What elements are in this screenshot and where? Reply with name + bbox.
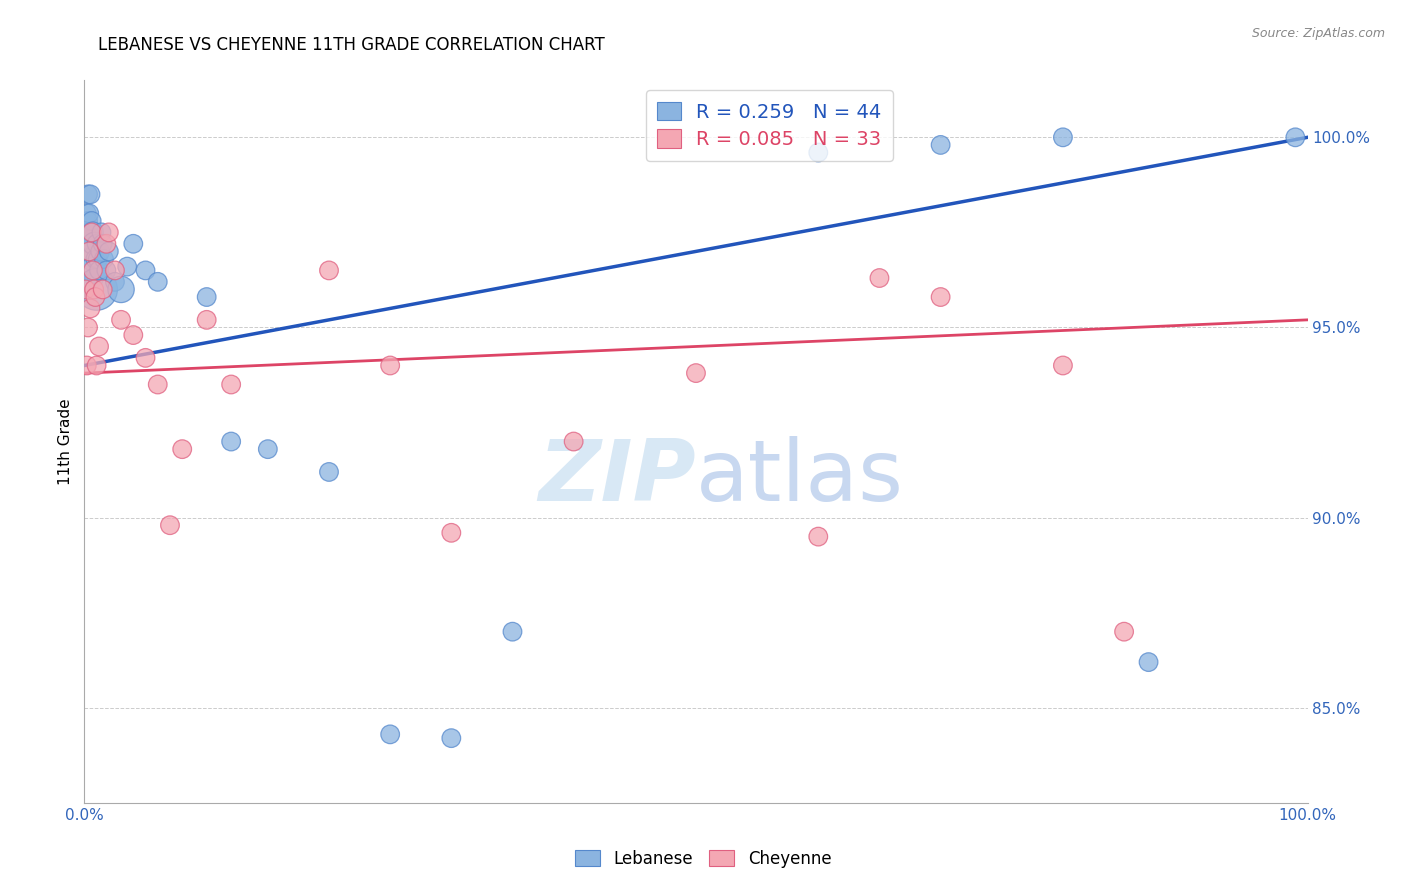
Point bbox=[79, 236, 101, 251]
Point bbox=[807, 530, 830, 544]
Point bbox=[82, 263, 104, 277]
Text: atlas: atlas bbox=[696, 436, 904, 519]
Point bbox=[80, 214, 103, 228]
Point bbox=[1114, 624, 1136, 639]
Point bbox=[84, 290, 107, 304]
Point bbox=[122, 328, 145, 343]
Point bbox=[195, 313, 218, 327]
Point bbox=[96, 263, 118, 277]
Point bbox=[135, 263, 157, 277]
Point bbox=[77, 214, 100, 228]
Point bbox=[115, 260, 138, 274]
Point bbox=[1052, 359, 1074, 373]
Point bbox=[86, 282, 108, 296]
Point bbox=[77, 244, 100, 259]
Point bbox=[380, 359, 402, 373]
Text: LEBANESE VS CHEYENNE 11TH GRADE CORRELATION CHART: LEBANESE VS CHEYENNE 11TH GRADE CORRELAT… bbox=[98, 36, 605, 54]
Point bbox=[77, 226, 100, 240]
Point bbox=[86, 359, 108, 373]
Point bbox=[929, 137, 952, 152]
Y-axis label: 11th Grade: 11th Grade bbox=[58, 398, 73, 485]
Point bbox=[84, 252, 107, 266]
Point bbox=[96, 236, 118, 251]
Point bbox=[685, 366, 707, 380]
Point bbox=[79, 187, 101, 202]
Point bbox=[76, 206, 98, 220]
Point bbox=[80, 252, 103, 266]
Point bbox=[135, 351, 157, 365]
Point bbox=[219, 377, 242, 392]
Point bbox=[76, 226, 98, 240]
Point bbox=[77, 206, 100, 220]
Point bbox=[110, 313, 132, 327]
Point bbox=[83, 282, 105, 296]
Legend: R = 0.259   N = 44, R = 0.085   N = 33: R = 0.259 N = 44, R = 0.085 N = 33 bbox=[645, 90, 893, 161]
Point bbox=[562, 434, 585, 449]
Point bbox=[75, 244, 97, 259]
Text: Source: ZipAtlas.com: Source: ZipAtlas.com bbox=[1251, 27, 1385, 40]
Point bbox=[90, 226, 112, 240]
Point bbox=[1137, 655, 1160, 669]
Point bbox=[146, 275, 169, 289]
Point bbox=[318, 263, 340, 277]
Point bbox=[79, 301, 101, 316]
Point bbox=[318, 465, 340, 479]
Point bbox=[807, 145, 830, 160]
Point bbox=[1052, 130, 1074, 145]
Point bbox=[87, 252, 110, 266]
Legend: Lebanese, Cheyenne: Lebanese, Cheyenne bbox=[568, 844, 838, 875]
Point bbox=[77, 187, 100, 202]
Point bbox=[869, 271, 891, 285]
Point bbox=[929, 290, 952, 304]
Point bbox=[440, 525, 463, 540]
Point bbox=[87, 263, 110, 277]
Point bbox=[502, 624, 524, 639]
Point bbox=[104, 275, 127, 289]
Point bbox=[87, 339, 110, 353]
Point bbox=[86, 236, 108, 251]
Point bbox=[89, 244, 111, 259]
Point bbox=[172, 442, 194, 457]
Point bbox=[75, 282, 97, 296]
Point bbox=[83, 271, 105, 285]
Point bbox=[83, 236, 105, 251]
Point bbox=[159, 518, 181, 533]
Point bbox=[1284, 130, 1306, 145]
Point bbox=[77, 320, 100, 334]
Point bbox=[195, 290, 218, 304]
Point bbox=[380, 727, 402, 741]
Point bbox=[82, 263, 104, 277]
Point bbox=[91, 236, 114, 251]
Point bbox=[82, 226, 104, 240]
Point bbox=[257, 442, 280, 457]
Point bbox=[97, 226, 120, 240]
Point bbox=[80, 226, 103, 240]
Point bbox=[146, 377, 169, 392]
Point bbox=[110, 282, 132, 296]
Point bbox=[122, 236, 145, 251]
Text: ZIP: ZIP bbox=[538, 436, 696, 519]
Point bbox=[104, 263, 127, 277]
Point bbox=[76, 359, 98, 373]
Point bbox=[93, 252, 115, 266]
Point bbox=[97, 244, 120, 259]
Point bbox=[219, 434, 242, 449]
Point bbox=[91, 282, 114, 296]
Point bbox=[440, 731, 463, 746]
